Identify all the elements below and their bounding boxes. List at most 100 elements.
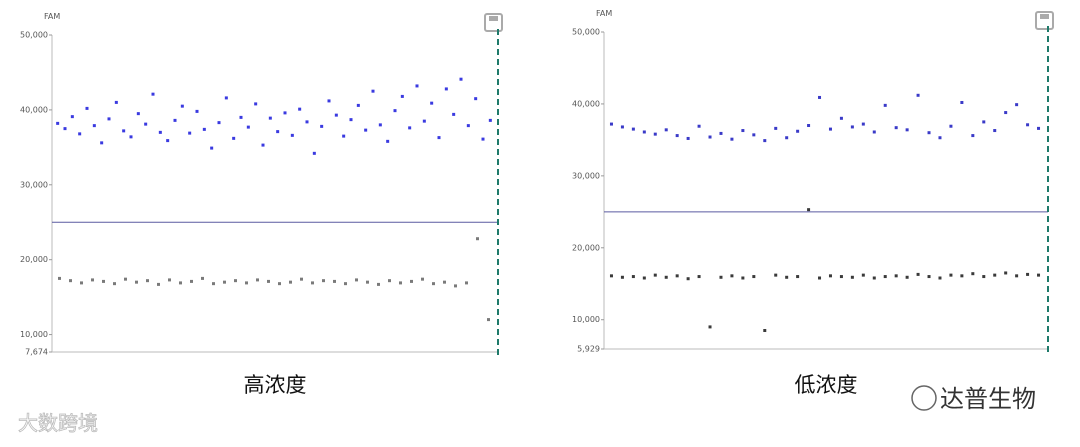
y-axis-label: FAM xyxy=(596,9,612,18)
droplet-point xyxy=(377,282,380,286)
droplet-point xyxy=(102,279,105,283)
watermark: 达普生物 xyxy=(940,385,1036,413)
droplet-point xyxy=(828,127,832,131)
droplet-point xyxy=(290,133,294,137)
y-tick-label: 20,000 xyxy=(572,243,600,252)
droplet-point xyxy=(818,95,822,99)
droplet-point xyxy=(741,129,745,133)
droplet-point xyxy=(894,274,898,278)
save-icon[interactable] xyxy=(1035,11,1054,30)
droplet-point xyxy=(861,122,865,126)
droplet-point xyxy=(421,277,424,281)
droplet-point xyxy=(386,139,390,143)
droplet-point xyxy=(342,134,346,138)
droplet-point xyxy=(444,87,448,91)
droplet-point xyxy=(839,116,843,120)
droplet-point xyxy=(366,280,369,284)
droplet-point xyxy=(708,135,712,139)
y-tick-label: 50,000 xyxy=(572,28,600,37)
droplet-point xyxy=(454,284,457,288)
droplet-point xyxy=(785,275,789,279)
droplet-point xyxy=(481,137,485,141)
droplet-point xyxy=(675,274,679,278)
droplet-point xyxy=(305,120,309,124)
chart-caption: 高浓度 xyxy=(244,373,307,397)
droplet-point xyxy=(1026,272,1030,276)
droplet-point xyxy=(487,318,490,322)
droplet-point xyxy=(239,115,243,119)
droplet-point xyxy=(349,118,353,122)
droplet-point xyxy=(224,96,228,100)
droplet-point xyxy=(872,130,876,134)
droplet-point xyxy=(69,279,72,283)
droplet-point xyxy=(774,273,778,277)
droplet-point xyxy=(883,103,887,107)
droplet-point xyxy=(261,143,265,147)
droplet-point xyxy=(949,273,953,277)
droplet-point xyxy=(146,279,149,283)
droplet-point xyxy=(393,109,397,113)
droplet-point xyxy=(223,280,226,284)
droplet-point xyxy=(993,129,997,133)
droplet-point xyxy=(609,274,613,278)
droplet-point xyxy=(850,275,854,279)
droplet-point xyxy=(620,125,624,129)
droplet-point xyxy=(883,275,887,279)
droplet-point xyxy=(202,127,206,131)
droplet-point xyxy=(697,275,701,279)
droplet-point xyxy=(432,282,435,286)
droplet-point xyxy=(982,120,986,124)
droplet-point xyxy=(113,282,116,286)
droplet-point xyxy=(355,278,358,282)
droplet-point xyxy=(334,113,338,117)
droplet-point xyxy=(861,273,865,277)
droplet-point xyxy=(664,275,668,279)
droplet-point xyxy=(763,139,767,143)
droplet-point xyxy=(107,117,111,121)
chart-caption: 低浓度 xyxy=(795,373,858,397)
droplet-point xyxy=(927,131,931,135)
droplet-point xyxy=(157,282,160,286)
droplet-point xyxy=(188,131,192,135)
droplet-point xyxy=(609,122,613,126)
droplet-point xyxy=(388,279,391,283)
droplet-point xyxy=(653,132,657,136)
droplet-point xyxy=(730,137,734,141)
droplet-point xyxy=(300,277,303,281)
watermark: 大数跨境 xyxy=(18,411,98,435)
droplet-point xyxy=(916,93,920,97)
droplet-point xyxy=(322,279,325,283)
droplet-point xyxy=(465,281,468,285)
droplet-point xyxy=(1015,274,1019,278)
droplet-point xyxy=(399,281,402,285)
droplet-point xyxy=(144,122,148,126)
droplet-point xyxy=(430,101,434,105)
droplet-point xyxy=(785,136,789,140)
y-tick-label: 30,000 xyxy=(20,180,48,189)
droplet-point xyxy=(400,94,404,98)
droplet-point xyxy=(80,281,83,285)
droplet-point xyxy=(1004,271,1008,275)
droplet-point xyxy=(982,275,986,279)
save-icon[interactable] xyxy=(484,13,503,32)
droplet-point xyxy=(408,126,412,130)
droplet-point xyxy=(443,280,446,284)
droplet-point xyxy=(268,116,272,120)
droplet-point xyxy=(232,136,236,140)
droplet-point xyxy=(828,274,832,278)
y-tick-label: 50,000 xyxy=(20,31,48,40)
droplet-point xyxy=(807,124,811,128)
droplet-point xyxy=(344,282,347,286)
droplet-point xyxy=(212,282,215,286)
y-tick-label: 40,000 xyxy=(572,99,600,108)
droplet-point xyxy=(63,127,67,131)
droplet-point xyxy=(664,128,668,132)
droplet-point xyxy=(741,276,745,280)
droplet-point xyxy=(136,112,140,116)
droplet-point xyxy=(278,282,281,286)
droplet-point xyxy=(378,123,382,127)
droplet-point xyxy=(333,279,336,283)
droplet-point xyxy=(631,275,635,279)
droplet-point xyxy=(437,136,441,140)
